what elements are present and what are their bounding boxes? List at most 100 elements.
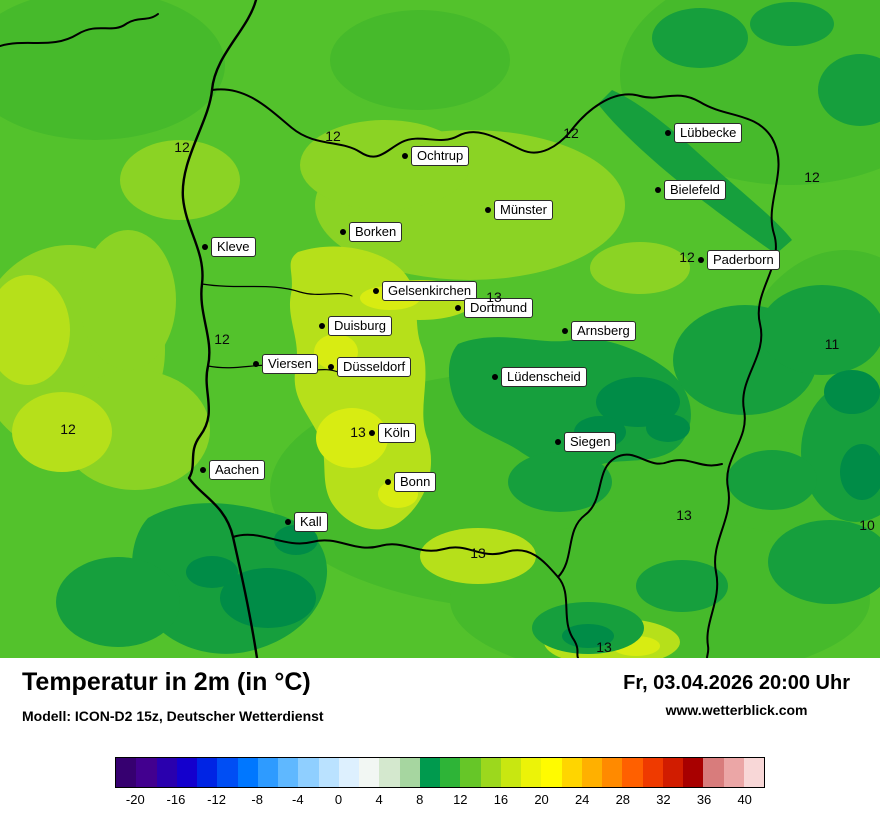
colorbar-segment [480, 758, 501, 787]
city-label: Lübbecke [674, 123, 743, 143]
city-marker: Ochtrup [402, 146, 470, 166]
colorbar-tick-label: -20 [125, 792, 145, 807]
temp-value-label: 13 [470, 545, 486, 561]
city-label: Arnsberg [571, 321, 636, 341]
colorbar-tick-label: 40 [737, 792, 752, 807]
city-label: Lüdenscheid [501, 367, 587, 387]
city-dot-icon [285, 519, 291, 525]
colorbar-segment [581, 758, 602, 787]
city-marker: Lübbecke [665, 123, 743, 143]
colorbar-segment [338, 758, 359, 787]
colorbar-segment [278, 758, 299, 787]
colorbar-tick-label: 0 [334, 792, 343, 807]
forecast-datetime: Fr, 03.04.2026 20:00 Uhr [623, 672, 850, 694]
city-label: Aachen [209, 460, 266, 480]
temp-value-label: 12 [60, 421, 76, 437]
colorbar-tick-label: -4 [292, 792, 304, 807]
colorbar-segment [541, 758, 562, 787]
temp-value-label: 10 [859, 517, 875, 533]
colorbar-segment [197, 758, 218, 787]
colorbar-tick-label: 16 [493, 792, 509, 807]
city-marker: Siegen [555, 432, 617, 452]
city-marker: Aachen [200, 460, 266, 480]
political-borders [0, 0, 780, 658]
colorbar-tick-label: 20 [534, 792, 549, 807]
city-label: Münster [494, 200, 553, 220]
colorbar-segment [217, 758, 238, 787]
city-dot-icon [253, 361, 259, 367]
colorbar [115, 757, 765, 788]
city-label: Viersen [262, 354, 318, 374]
colorbar-segment [156, 758, 177, 787]
colorbar-segment [642, 758, 663, 787]
temp-value-label: 12 [804, 169, 820, 185]
city-label: Kleve [211, 237, 256, 257]
city-dot-icon [655, 187, 661, 193]
temp-value-label: 12 [174, 139, 190, 155]
colorbar-segment [176, 758, 197, 787]
colorbar-segment [683, 758, 704, 787]
city-dot-icon [698, 257, 704, 263]
colorbar-ticks: -20 -16 -12 -8 -4 0 4 8 12 16 20 24 28 32 36 40 [115, 792, 765, 808]
city-marker: Lüdenscheid [492, 367, 587, 387]
temp-value-label: 12 [563, 125, 579, 141]
city-label: Bielefeld [664, 180, 726, 200]
city-dot-icon [555, 439, 561, 445]
city-marker: Köln [369, 423, 417, 443]
city-marker: Düsseldorf [328, 357, 412, 377]
city-marker: Gelsenkirchen [373, 281, 478, 301]
city-label: Gelsenkirchen [382, 281, 478, 301]
colorbar-segment [602, 758, 623, 787]
colorbar-segment [703, 758, 724, 787]
city-dot-icon [200, 467, 206, 473]
colorbar-tick-label: 4 [375, 792, 383, 807]
colorbar-segment [318, 758, 339, 787]
website-text: www.wetterblick.com [665, 702, 808, 718]
temperature-field-svg [0, 0, 880, 658]
map-title: Temperatur in 2m (in °C) [22, 668, 311, 696]
city-dot-icon [562, 328, 568, 334]
colorbar-segment [723, 758, 744, 787]
colorbar-segment [237, 758, 258, 787]
city-label: Siegen [564, 432, 617, 452]
colorbar-segment [440, 758, 461, 787]
temp-value-label: 13 [596, 639, 612, 655]
city-marker: Duisburg [319, 316, 393, 336]
city-marker: Kleve [202, 237, 256, 257]
colorbar-segment [399, 758, 420, 787]
city-dot-icon [385, 479, 391, 485]
city-label: Köln [378, 423, 417, 443]
colorbar-segment [521, 758, 542, 787]
city-marker: Bielefeld [655, 180, 726, 200]
colorbar-segment [500, 758, 521, 787]
colorbar-tick-label: 8 [416, 792, 424, 807]
city-marker: Münster [485, 200, 553, 220]
temp-value-label: 12 [679, 249, 695, 265]
colorbar-segment [379, 758, 400, 787]
city-dot-icon [202, 244, 208, 250]
city-label: Duisburg [328, 316, 393, 336]
city-label: Kall [294, 512, 328, 532]
city-marker: Dortmund [455, 298, 534, 318]
colorbar-tick-label: -8 [251, 792, 263, 807]
city-dot-icon [319, 323, 325, 329]
footer-right: Fr, 03.04.2026 20:00 Uhr www.wetterblick… [623, 672, 850, 718]
city-dot-icon [455, 305, 461, 311]
city-dot-icon [485, 207, 491, 213]
colorbar-tick-label: 24 [574, 792, 590, 807]
city-label: Bonn [394, 472, 437, 492]
temp-value-label: 11 [824, 336, 840, 352]
colorbar-segment [298, 758, 319, 787]
colorbar-segment [622, 758, 643, 787]
temp-value-label: 13 [676, 507, 692, 523]
colorbar-segment [257, 758, 278, 787]
colorbar-segment [561, 758, 582, 787]
temp-value-label: 12 [214, 331, 230, 347]
colorbar-segment [116, 758, 137, 787]
colorbar-segment [136, 758, 157, 787]
map-overlay: Ochtrup Lübbecke Münster Bielefeld Borken Kle… [60, 123, 875, 655]
colorbar-tick-label: -16 [166, 792, 186, 807]
colorbar-segment [460, 758, 481, 787]
colorbar-tick-label: -12 [207, 792, 226, 807]
